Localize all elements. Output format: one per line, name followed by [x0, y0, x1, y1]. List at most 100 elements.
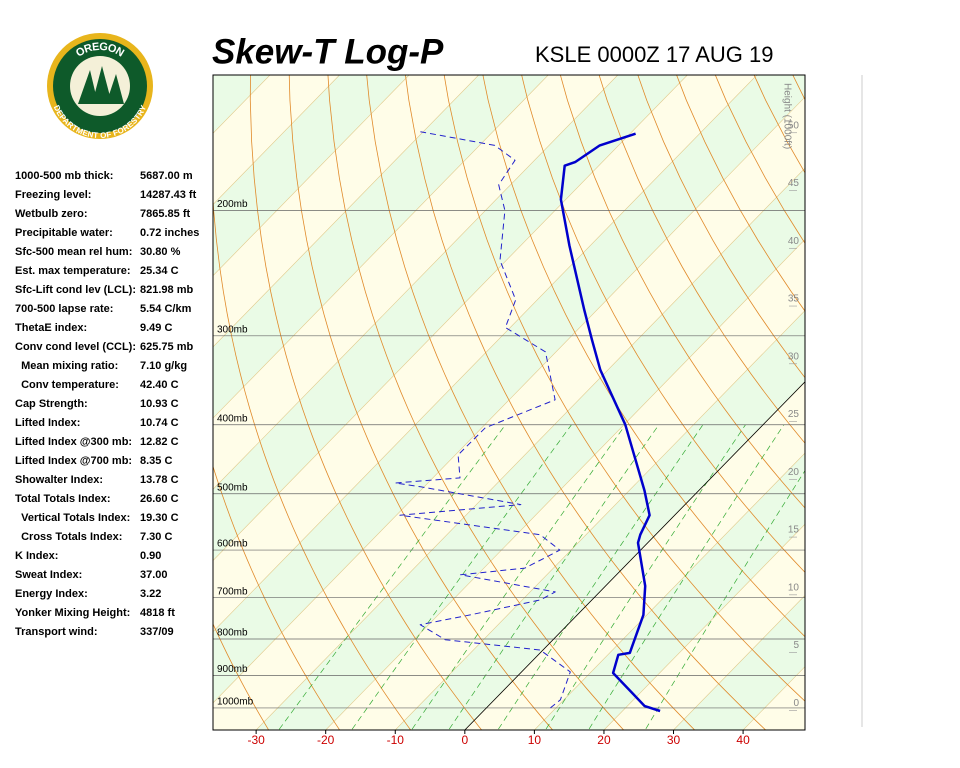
logo-top: OREGON: [74, 41, 126, 60]
mixing-ratio-line: [351, 424, 572, 730]
index-value: 37.00: [140, 569, 168, 581]
index-value: 13.78 C: [140, 474, 179, 486]
index-label: 1000-500 mb thick:: [15, 170, 113, 182]
mixing-ratio-line: [448, 424, 660, 730]
height-label: 30: [788, 351, 800, 362]
logo-top-text: OREGON: [74, 41, 126, 60]
x-tick-label: 20: [597, 733, 611, 747]
height-label: 20: [788, 467, 800, 478]
index-label: Conv temperature:: [15, 379, 119, 391]
index-value: 25.34 C: [140, 265, 179, 277]
index-label: Sfc-Lift cond lev (LCL):: [15, 284, 136, 296]
isotherm: [213, 75, 758, 633]
height-label: 40: [788, 236, 800, 247]
dry-adiabat: [598, 75, 805, 444]
index-value: 821.98 mb: [140, 284, 193, 296]
dry-adiabat: [933, 53, 960, 738]
index-value: 3.22: [140, 588, 161, 600]
isotherm: [603, 523, 805, 730]
index-label: Transport wind:: [15, 626, 98, 638]
chart-title: Skew-T Log-P: [212, 32, 444, 71]
dry-adiabat: [521, 75, 805, 573]
isotherm: [673, 594, 805, 730]
height-label: 35: [788, 294, 800, 305]
dry-adiabat: [443, 75, 805, 702]
index-label: Sweat Index:: [15, 569, 82, 581]
index-label: Lifted Index @300 mb:: [15, 436, 132, 448]
dry-adiabat: [327, 75, 625, 730]
x-tick-label: 0: [461, 733, 468, 747]
index-value: 0.72 inches: [140, 227, 199, 239]
index-value: 4818 ft: [140, 607, 175, 619]
index-label: 700-500 lapse rate:: [15, 303, 113, 315]
dry-adiabat: [559, 75, 805, 509]
profile-line: [394, 131, 571, 709]
index-value: 337/09: [140, 626, 174, 638]
plot-border: [212, 74, 806, 731]
logo: OREGON DEPARTMENT OF FORESTRY: [47, 33, 153, 140]
index-value: 7865.85 ft: [140, 208, 190, 220]
index-label: Lifted Index @700 mb:: [15, 455, 132, 467]
freezing-isotherm: [464, 381, 805, 730]
isotherm: [213, 75, 688, 561]
dry-adiabat: [288, 75, 554, 730]
index-label: Energy Index:: [15, 588, 88, 600]
index-label: Est. max temperature:: [15, 265, 131, 277]
x-tick-label: -20: [317, 733, 335, 747]
pressure-label: 500mb: [217, 482, 248, 493]
index-value: 8.35 C: [140, 455, 172, 467]
isotherm: [213, 75, 410, 277]
dry-adiabat: [366, 75, 696, 730]
index-label: Sfc-500 mean rel hum:: [15, 246, 132, 258]
dry-adiabat: [858, 53, 960, 738]
pressure-label: 900mb: [217, 664, 248, 675]
isotherm: [213, 75, 619, 490]
index-value: 42.40 C: [140, 379, 179, 391]
dry-adiabat: [482, 75, 805, 638]
profile-line: [559, 132, 661, 713]
index-value: 5.54 C/km: [140, 303, 192, 315]
index-label: Cross Totals Index:: [15, 531, 122, 543]
isotherm: [813, 75, 960, 730]
pressure-label: 200mb: [217, 199, 248, 210]
isotherm: [213, 96, 805, 704]
dry-adiabat: [896, 53, 960, 738]
index-value: 10.74 C: [140, 417, 179, 429]
pressure-label: 700mb: [217, 586, 248, 597]
index-label: Total Totals Index:: [15, 493, 111, 505]
index-value: 30.80 %: [140, 246, 181, 258]
mixing-ratio-line: [411, 424, 626, 730]
index-label: Freezing level:: [15, 189, 91, 201]
index-value: 0.90: [140, 550, 161, 562]
dry-adiabat: [792, 75, 805, 101]
index-value: 14287.43 ft: [140, 189, 197, 201]
isotherm: [255, 167, 805, 730]
index-label: Lifted Index:: [15, 417, 80, 429]
pressure-label: 300mb: [217, 324, 248, 335]
index-label: Vertical Totals Index:: [15, 512, 130, 524]
index-value: 26.60 C: [140, 493, 179, 505]
pressure-label: 800mb: [217, 628, 248, 639]
mixing-ratio-line: [497, 424, 704, 730]
index-value: 9.49 C: [140, 322, 172, 334]
isotherm-band: [213, 97, 805, 730]
index-value: 7.30 C: [140, 531, 172, 543]
isotherm: [213, 75, 340, 205]
mixing-ratio-line: [545, 424, 746, 730]
isotherm: [213, 75, 479, 348]
index-value: 10.93 C: [140, 398, 179, 410]
isotherm: [395, 310, 805, 730]
dry-adiabat: [405, 75, 767, 730]
index-value: 625.75 mb: [140, 341, 193, 353]
isotherm: [213, 75, 549, 419]
logo-trees: [78, 66, 124, 104]
index-label: Mean mixing ratio:: [15, 360, 118, 372]
index-value: 12.82 C: [140, 436, 179, 448]
dry-adiabat: [213, 465, 341, 730]
index-label: Yonker Mixing Height:: [15, 607, 130, 619]
height-label: 10: [788, 582, 800, 593]
dry-adiabat: [213, 194, 412, 730]
height-label: 25: [788, 409, 800, 420]
index-label: Cap Strength:: [15, 398, 88, 410]
